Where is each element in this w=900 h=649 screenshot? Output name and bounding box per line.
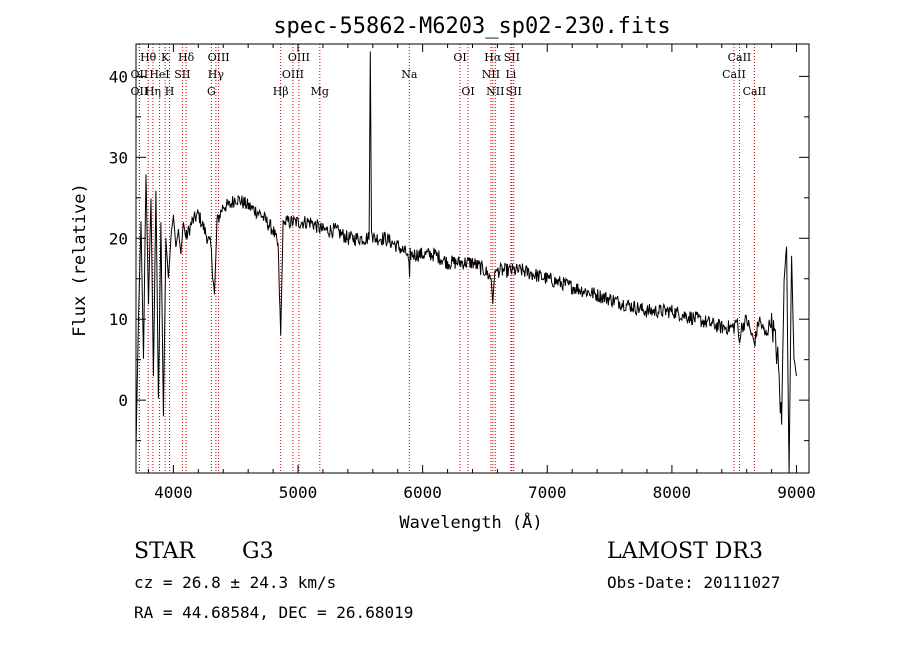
line-label-14: OIII <box>288 51 310 64</box>
y-axis-label: Flux (relative) <box>70 183 90 337</box>
series-group <box>135 51 797 474</box>
chart-title: spec-55862-M6203_sp02-230.fits <box>273 14 670 39</box>
survey-name: LAMOST DR3 <box>607 539 763 564</box>
object-class: STAR <box>134 539 195 564</box>
line-label-26: CaII <box>728 51 752 64</box>
line-label-20: Hα <box>484 51 502 64</box>
line-label-22: Li <box>505 68 516 81</box>
axes: 4000 5000 6000 7000 8000 9000 0 10 20 30 40 <box>109 43 816 502</box>
x-tick-label-1: 5000 <box>279 483 318 502</box>
line-label-15: Mg <box>311 85 329 98</box>
y-tick-label-4: 40 <box>109 67 128 86</box>
line-label-4: HeI <box>149 68 169 81</box>
x-tick-label-0: 4000 <box>154 483 193 502</box>
line-label-5: K <box>161 51 170 64</box>
spectrum-line <box>135 51 797 474</box>
line-label-8: Hδ <box>178 51 195 64</box>
x-tick-label-5: 9000 <box>777 483 816 502</box>
line-label-10: Hγ <box>208 68 225 81</box>
line-label-16: Na <box>401 68 418 81</box>
y-tick-label-3: 30 <box>109 148 128 167</box>
spectral-line-markers: HθOIIOIIHηHeIKHSIIHδGHγOIIIHβOIIIOIIIMgN… <box>131 44 767 473</box>
line-label-27: CaII <box>743 85 767 98</box>
line-label-24: SII <box>506 85 522 98</box>
line-label-3: Hη <box>145 85 161 98</box>
x-axis-label: Wavelength (Å) <box>399 511 542 533</box>
line-label-17: OI <box>453 51 466 64</box>
y-tick-label-1: 10 <box>109 310 128 329</box>
line-label-7: SII <box>174 68 190 81</box>
line-label-2: OII <box>131 85 149 98</box>
line-label-21: NII <box>486 85 504 98</box>
line-label-18: OI <box>461 85 474 98</box>
line-label-11: OIII <box>208 51 230 64</box>
line-label-19: NII <box>482 68 500 81</box>
object-subclass: G3 <box>242 539 274 564</box>
obs-date: Obs-Date: 20111027 <box>607 573 781 592</box>
x-tick-label-4: 8000 <box>653 483 692 502</box>
line-label-9: G <box>207 85 216 98</box>
line-label-25: CaII <box>722 68 746 81</box>
redshift-info: cz = 26.8 ± 24.3 km/s <box>134 573 337 592</box>
y-tick-label-0: 0 <box>118 391 128 410</box>
line-label-13: OIII <box>282 68 304 81</box>
x-tick-label-3: 7000 <box>528 483 567 502</box>
y-tick-label-2: 20 <box>109 229 128 248</box>
line-label-6: H <box>165 85 175 98</box>
line-label-12: Hβ <box>273 85 289 98</box>
coordinates: RA = 44.68584, DEC = 26.68019 <box>134 603 414 622</box>
line-label-23: SII <box>504 51 520 64</box>
line-label-0: Hθ <box>140 51 157 64</box>
x-tick-label-2: 6000 <box>403 483 442 502</box>
